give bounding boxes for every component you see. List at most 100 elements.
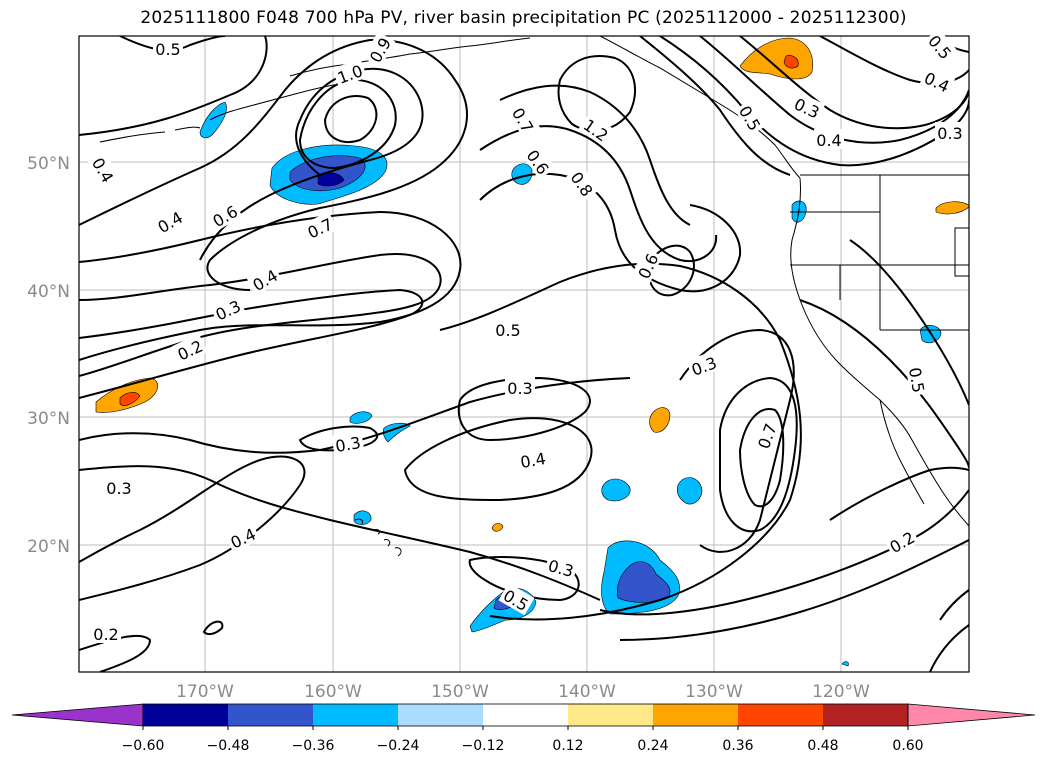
colorbar-ticks: −0.60 −0.48 −0.36 −0.24 −0.12 0.12 0.24 0.36 0.4…	[122, 726, 924, 754]
coast-bc	[599, 36, 801, 179]
contour-03-ne	[639, 36, 791, 176]
lon-label-160w: 160°W	[304, 682, 362, 702]
contour-label: 0.5	[495, 321, 520, 340]
lat-label-20n: 20°N	[27, 537, 70, 557]
contour-03-ne2	[739, 36, 969, 130]
colorbar-frame	[142, 703, 909, 727]
contour-label-bg	[87, 151, 121, 188]
contour-label-bg	[814, 129, 844, 149]
colorbar-extend-low	[11, 703, 144, 727]
colorbar-tick-label: 0.36	[722, 738, 753, 754]
contour-label-bg	[935, 122, 965, 142]
contour-07-ring	[298, 78, 397, 170]
contour-07b-east	[738, 408, 785, 508]
contour-07-east	[719, 376, 798, 533]
precip-orange-central-east	[649, 407, 671, 433]
lat-label-50n: 50°N	[27, 154, 70, 174]
contour-04-mid	[79, 210, 462, 361]
colorbar	[11, 703, 1036, 727]
contour-label: 0.4	[519, 449, 547, 472]
contour-label: 0.5	[905, 366, 928, 394]
contour-02b-east	[619, 539, 969, 641]
colorbar-segment	[398, 704, 483, 726]
contour-label-bg	[883, 524, 920, 558]
precip-orange-ne	[739, 37, 813, 80]
precip-blue-hawaii-3	[353, 510, 372, 525]
colorbar-tick-label: −0.48	[207, 738, 250, 754]
contour-label-bg	[578, 112, 615, 146]
colorbar-segment	[143, 704, 228, 726]
contour-label-bg	[686, 350, 722, 380]
contour-12-north	[557, 55, 636, 132]
colorbar-tick-label: 0.12	[552, 738, 583, 754]
precip-orange-small	[491, 523, 504, 532]
contour-label-bg	[544, 553, 579, 581]
contour-05-center-big	[439, 262, 802, 621]
contour-label-bg	[905, 363, 931, 397]
contour-04-east	[849, 239, 969, 406]
contour-06-inner	[199, 67, 424, 261]
coast-alaska-south	[289, 37, 531, 77]
contour-06-center	[479, 172, 742, 293]
contour-04-center	[403, 417, 593, 502]
colorbar-tick-label: −0.24	[377, 738, 420, 754]
contour-label-bg	[923, 28, 959, 65]
colorbar-segment	[313, 704, 398, 726]
precip-blue-hawaii-2	[382, 422, 411, 443]
lon-label-130w: 130°W	[685, 682, 743, 702]
contour-label-bg	[332, 58, 368, 88]
contour-02-east	[599, 489, 969, 616]
contour-02-se	[939, 589, 969, 621]
contour-label-bg	[516, 446, 550, 472]
coast-baja	[879, 399, 925, 505]
contour-label-bg	[734, 99, 768, 136]
colorbar-tick-label: 0.24	[637, 738, 668, 754]
contour-03-lower	[79, 455, 306, 601]
border-states	[790, 175, 969, 331]
contour-label-bg	[522, 143, 556, 180]
contour-label-bg	[566, 165, 600, 202]
contour-label-bg	[505, 377, 535, 397]
colorbar-segment	[568, 704, 653, 726]
contour-02-oval	[202, 620, 224, 636]
coast-alaska-aleutians	[99, 83, 341, 143]
contour-label-bg	[362, 31, 396, 68]
contour-label-bg	[498, 582, 535, 616]
coastlines	[99, 36, 969, 557]
contour-label-bg	[224, 521, 261, 553]
contour-label-bg	[153, 38, 183, 58]
contour-07-center	[479, 125, 718, 263]
contour-04-south	[468, 556, 580, 602]
contour-label-bg	[631, 247, 663, 284]
contour-08-ring	[323, 95, 378, 143]
precip-blue-aleutian	[199, 101, 227, 139]
contour-label: 0.3	[106, 479, 131, 498]
precip-red-west	[119, 392, 141, 406]
colorbar-segment	[653, 704, 738, 726]
contour-label-bg	[91, 623, 121, 643]
colorbar-tick-label: −0.60	[122, 738, 165, 754]
contour-03-se	[829, 466, 969, 521]
contour-label-bg	[246, 262, 283, 296]
lon-label-170w: 170°W	[176, 682, 234, 702]
contour-01-se	[929, 624, 969, 672]
contour-08-center	[499, 84, 691, 226]
lon-label-140w: 140°W	[558, 682, 616, 702]
precip-blue-hawaii-1	[349, 411, 373, 424]
contour-label-bg	[919, 65, 956, 97]
chart-title: 2025111800 F048 700 hPa PV, river basin …	[140, 8, 907, 28]
colorbar-segment	[483, 704, 568, 726]
colorbar-segment	[738, 704, 823, 726]
coast-hawaii	[354, 518, 402, 557]
contour-label: 0.4	[816, 131, 841, 150]
precip-blue-southeast-1	[601, 478, 631, 502]
lat-label-40n: 40°N	[27, 282, 70, 302]
lat-label-30n: 30°N	[27, 409, 70, 429]
contour-04-ne2	[819, 36, 969, 85]
contour-label-bg	[751, 418, 781, 454]
contour-label-bg	[171, 333, 208, 365]
contour-label: 0.3	[334, 433, 362, 456]
contour-label-bg	[331, 430, 365, 456]
coast-west-us	[790, 177, 969, 527]
contour-label-bg	[789, 91, 826, 123]
